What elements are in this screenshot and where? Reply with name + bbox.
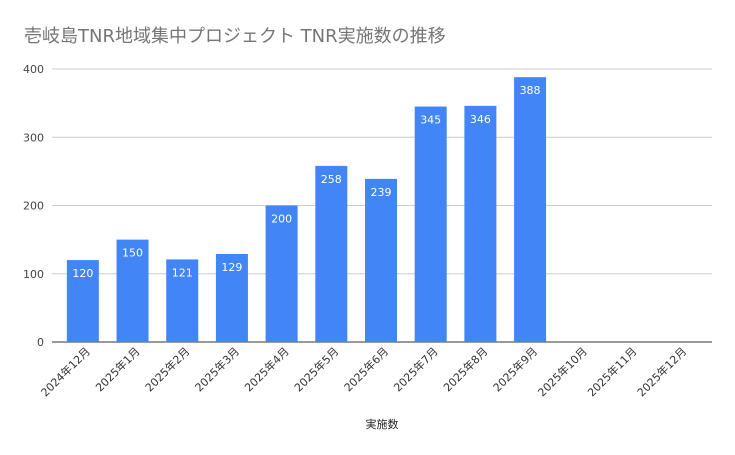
data-label: 150 — [122, 247, 143, 260]
x-tick-label: 2025年7月 — [391, 344, 441, 394]
y-tick-label: 100 — [23, 268, 44, 281]
y-tick-label: 300 — [23, 131, 44, 144]
y-tick-label: 200 — [23, 200, 44, 213]
bar — [464, 105, 497, 342]
x-tick-label: 2025年2月 — [142, 344, 192, 394]
x-tick-label: 2025年12月 — [634, 344, 689, 399]
x-tick-label: 2025年5月 — [291, 344, 341, 394]
x-tick-label: 2025年8月 — [440, 344, 490, 394]
bar — [66, 260, 99, 342]
data-label: 120 — [72, 267, 93, 280]
data-label: 346 — [470, 113, 491, 126]
data-label: 239 — [371, 186, 392, 199]
bar — [116, 239, 149, 342]
x-axis-title: 実施数 — [366, 417, 399, 431]
data-label: 345 — [420, 114, 441, 127]
bar — [265, 205, 298, 342]
data-label: 200 — [271, 213, 292, 226]
bar — [365, 178, 397, 342]
data-label: 121 — [172, 266, 193, 279]
x-tick-label: 2024年12月 — [38, 344, 93, 399]
x-tick-label: 2025年4月 — [242, 344, 292, 394]
bar — [315, 165, 348, 342]
x-tick-label: 2025年9月 — [490, 344, 540, 394]
bar — [514, 77, 547, 342]
data-label: 129 — [221, 261, 242, 274]
x-tick-label: 2025年10月 — [535, 344, 590, 399]
y-tick-label: 400 — [23, 63, 44, 76]
bar — [215, 253, 248, 342]
x-tick-label: 2025年1月 — [92, 344, 142, 394]
y-tick-label: 0 — [37, 336, 44, 349]
chart-title: 壱岐島TNR地域集中プロジェクト TNR実施数の推移 — [24, 26, 446, 47]
x-tick-label: 2025年6月 — [341, 344, 391, 394]
bar — [414, 106, 447, 342]
data-label: 258 — [321, 173, 342, 186]
x-tick-label: 2025年11月 — [584, 344, 639, 399]
x-tick-label: 2025年3月 — [192, 344, 242, 394]
bar — [166, 259, 199, 342]
data-label: 388 — [520, 84, 541, 97]
